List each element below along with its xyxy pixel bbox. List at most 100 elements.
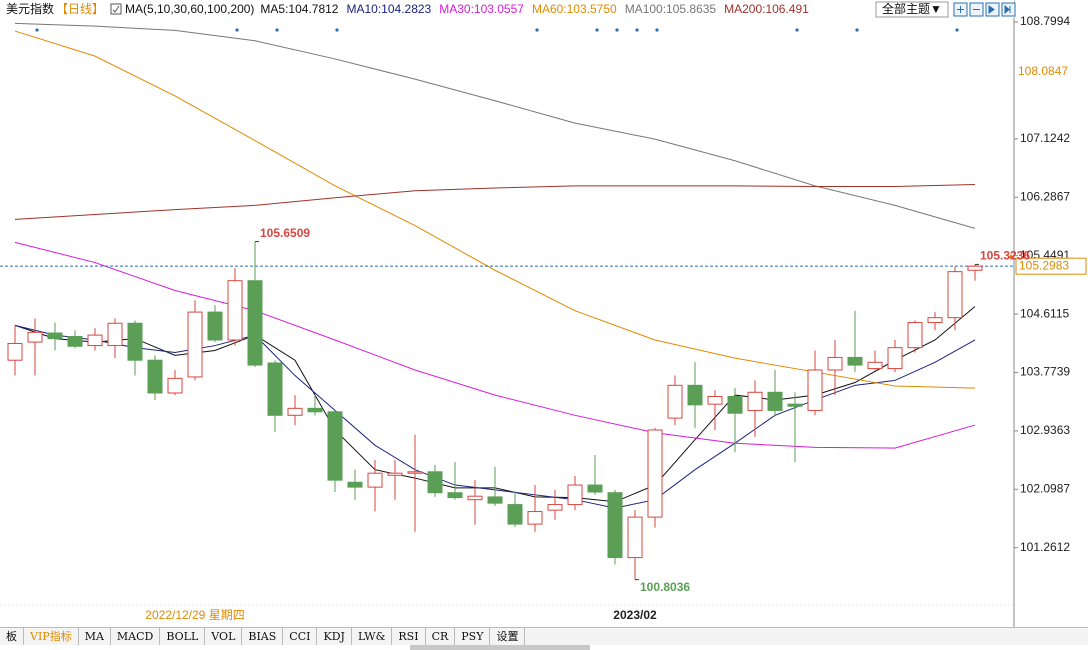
legend-entry: MA100:105.8635	[625, 2, 717, 16]
icon-glyphs	[957, 4, 1011, 15]
theme-button[interactable]	[875, 1, 949, 18]
candle-body	[207, 311, 223, 341]
ma-line	[14, 241, 976, 449]
candle-body	[647, 429, 663, 518]
tab[interactable]: CR	[426, 628, 456, 645]
ma-params: MA(5,10,30,60,100,200)	[125, 2, 254, 16]
candle-body	[587, 484, 603, 493]
legend-entry: MA60:103.5750	[532, 2, 617, 16]
header-bg	[0, 0, 1014, 18]
y-tick-label: 103.7739	[1020, 365, 1070, 379]
event-dot	[595, 28, 599, 32]
y-tick-label: 102.9363	[1020, 423, 1070, 437]
event-dots	[35, 28, 959, 32]
tab[interactable]: BOLL	[160, 628, 206, 645]
candle-body	[7, 342, 23, 361]
candle-body	[767, 391, 783, 411]
candle-body	[887, 347, 903, 370]
annotation: 105.6509	[260, 226, 310, 240]
legend-entry: MA5:104.7812	[260, 2, 338, 16]
tab[interactable]: RSI	[392, 628, 426, 645]
candle-body	[667, 384, 683, 419]
axis-marker: 108.0847	[1018, 64, 1068, 78]
period: 【日线】	[56, 2, 104, 16]
candle-body	[627, 516, 643, 559]
candle-body	[747, 391, 763, 411]
annotation: 100.8036	[640, 580, 690, 594]
tab[interactable]: PSY	[455, 628, 491, 645]
candle-body	[867, 361, 883, 370]
tab[interactable]: KDJ	[317, 628, 352, 645]
event-dot	[535, 28, 539, 32]
tab[interactable]: CCI	[283, 628, 318, 645]
candle-body	[547, 504, 563, 511]
y-tick-label: 106.2867	[1020, 189, 1070, 203]
candle-body	[707, 395, 723, 405]
legend-entry: MA200:106.491	[724, 2, 809, 16]
candle-body	[927, 317, 943, 324]
ma-line	[14, 22, 976, 229]
candle-body	[427, 471, 443, 494]
candle-body	[847, 356, 863, 366]
event-dot	[275, 28, 279, 32]
candle-body	[27, 331, 43, 343]
tab[interactable]: 板	[0, 628, 24, 645]
candle-body	[67, 336, 83, 347]
candle-body	[727, 395, 743, 414]
tab[interactable]: MA	[79, 628, 111, 645]
candle-body	[327, 411, 343, 481]
toolbar-icons	[953, 2, 1016, 17]
candle-body	[827, 356, 843, 371]
candle-body	[907, 322, 923, 349]
theme-button-label: 全部主题▼	[882, 1, 942, 16]
y-tick-label: 107.1242	[1020, 131, 1070, 145]
candle-body	[107, 322, 123, 347]
legend-entry: MA10:104.2823	[346, 2, 431, 16]
candle-body	[287, 407, 303, 416]
candle-body	[167, 377, 183, 394]
candle-body	[147, 359, 163, 394]
tab[interactable]: MACD	[111, 628, 161, 645]
candle-body	[187, 311, 203, 378]
candle-body	[347, 481, 363, 488]
chart-title: 美元指数	[6, 1, 54, 16]
plot	[0, 22, 1014, 581]
candle-body	[507, 504, 523, 525]
tab[interactable]: VOL	[205, 628, 243, 645]
event-dot	[35, 28, 39, 32]
ma-checkbox[interactable]	[110, 3, 122, 15]
scrollbar[interactable]	[410, 645, 590, 650]
candle-body	[807, 369, 823, 411]
candle-body	[967, 265, 983, 271]
tab[interactable]: 设置	[490, 628, 526, 645]
y-tick-label: 108.7994	[1020, 14, 1070, 28]
tab[interactable]: VIP指标	[24, 628, 79, 645]
event-dot	[855, 28, 859, 32]
candle-body	[567, 484, 583, 506]
candle-body	[687, 384, 703, 406]
annotation: 105.3236	[980, 249, 1030, 263]
candle-body	[367, 472, 383, 488]
last-price-label: 105.2983	[1019, 258, 1069, 272]
legend: MA5:104.7812 MA10:104.2823 MA30:103.0557 MA…	[260, 2, 809, 16]
candle-body	[607, 492, 623, 559]
tab[interactable]: LW&	[352, 628, 393, 645]
event-dot	[335, 28, 339, 32]
y-tick-label: 101.2612	[1020, 540, 1070, 554]
tab[interactable]: BIAS	[242, 628, 284, 645]
ma-check	[112, 5, 120, 13]
y-tick-label: 104.6115	[1020, 306, 1069, 320]
candle-body	[467, 495, 483, 501]
candle-body	[307, 407, 323, 413]
last-price-arrow	[1008, 254, 1014, 259]
candle-body	[267, 362, 283, 416]
candle-body	[127, 322, 143, 361]
last-price-box	[1015, 257, 1087, 275]
event-dot	[955, 28, 959, 32]
ma-line	[14, 183, 976, 220]
tab-bar: 板 VIP指标 MA MACD BOLL VOL BIAS CCI KDJ LW& RSI CR PSY…	[0, 627, 1088, 645]
y-tick-label: 102.0987	[1020, 481, 1070, 495]
chart: 美元指数 【日线】 MA(5,10,30,60,100,200) MA5:104…	[0, 0, 1088, 627]
candle-body	[407, 471, 423, 474]
